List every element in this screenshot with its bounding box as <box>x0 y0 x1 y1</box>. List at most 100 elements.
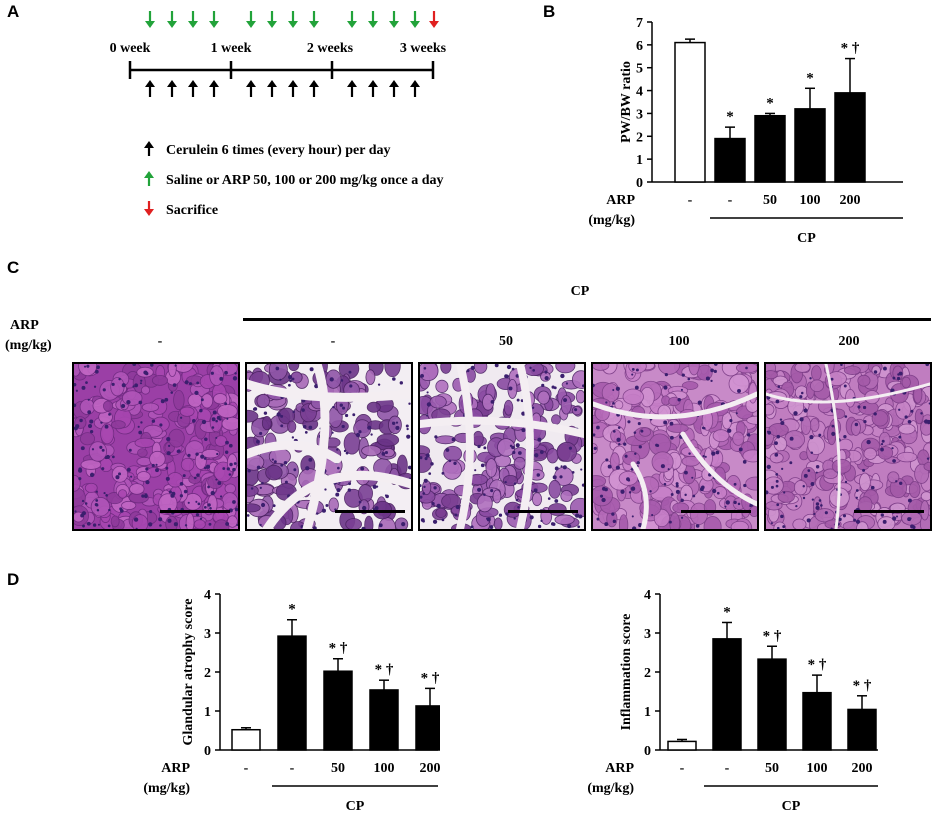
y-tick-label: 1 <box>644 705 651 720</box>
nucleus <box>680 388 684 391</box>
nucleus <box>433 486 437 490</box>
acinar-cell <box>140 385 151 395</box>
histology-image <box>245 362 413 531</box>
cerulein-arrow-icon <box>347 80 357 97</box>
x-tick-label: 50 <box>331 761 345 776</box>
bar <box>667 740 697 751</box>
nucleus <box>513 517 516 520</box>
nucleus <box>803 408 808 413</box>
nucleus <box>898 408 901 411</box>
nucleus <box>256 465 261 470</box>
acinar-cell <box>712 429 730 443</box>
nucleus <box>82 524 85 528</box>
acinar-cell <box>777 490 795 503</box>
acinar-cell <box>213 393 228 405</box>
nucleus <box>512 450 516 455</box>
nucleus <box>688 452 691 455</box>
nucleus <box>560 373 565 379</box>
acinar-cell <box>440 364 452 374</box>
nucleus <box>631 515 634 518</box>
acinar-cell <box>575 389 584 404</box>
nucleus <box>87 410 92 415</box>
acinar-cell <box>168 428 185 448</box>
week-label: 1 week <box>211 41 252 56</box>
nucleus <box>222 467 226 470</box>
nucleus <box>560 465 563 468</box>
nucleus <box>111 382 115 386</box>
nucleus <box>513 482 517 485</box>
nucleus <box>217 481 222 486</box>
acinar-cell <box>361 445 382 457</box>
nucleus <box>506 364 512 370</box>
nucleus <box>574 408 578 412</box>
nucleus <box>279 378 282 381</box>
nucleus <box>544 370 548 374</box>
interstitial-space <box>247 379 411 402</box>
nucleus <box>155 468 159 473</box>
nucleus <box>321 508 326 513</box>
nucleus <box>170 391 173 394</box>
nucleus <box>355 432 361 438</box>
arrow-head <box>188 80 198 87</box>
acinar-cell <box>556 441 577 462</box>
acinar-cell <box>668 396 681 406</box>
interstitial-space <box>824 364 841 529</box>
nucleus <box>137 425 140 428</box>
nucleus <box>910 409 914 413</box>
nucleus <box>907 419 912 424</box>
nucleus <box>862 405 867 410</box>
acinar-cell <box>217 404 238 419</box>
nucleus <box>141 494 145 498</box>
acinar-cell <box>365 369 376 385</box>
nucleus <box>504 480 507 484</box>
scale-bar <box>854 510 924 513</box>
nucleus <box>691 476 694 479</box>
nucleus <box>168 490 172 494</box>
interstitial-space <box>247 440 342 464</box>
tissue-texture <box>74 364 238 529</box>
nucleus <box>853 518 856 522</box>
nucleus <box>192 419 196 423</box>
cerulein-arrow-icon <box>188 80 198 97</box>
nucleus <box>101 467 105 471</box>
nucleus <box>515 443 520 448</box>
nucleus <box>838 517 842 522</box>
nucleus <box>669 435 674 440</box>
nucleus <box>518 451 522 455</box>
acinar-cell <box>560 490 573 502</box>
cerulein-arrow-icon <box>309 80 319 97</box>
arrow-head <box>429 21 439 28</box>
nucleus <box>516 398 520 402</box>
acinar-cell <box>472 430 484 447</box>
nucleus <box>367 425 372 430</box>
nucleus <box>332 405 335 409</box>
nucleus <box>348 482 352 486</box>
nucleus <box>716 491 720 495</box>
nucleus <box>529 366 532 370</box>
nucleus <box>85 381 88 384</box>
nucleus <box>211 417 216 422</box>
nucleus <box>844 480 848 484</box>
nucleus <box>701 426 705 430</box>
arrow-head <box>389 80 399 87</box>
nucleus <box>675 484 679 488</box>
acinar-cell <box>548 479 562 499</box>
nucleus <box>612 430 616 433</box>
acinar-cell <box>396 454 408 476</box>
nucleus <box>352 413 356 417</box>
nucleus <box>633 431 637 434</box>
nucleus <box>75 389 78 392</box>
arrow-head <box>188 21 198 28</box>
nucleus <box>224 402 228 406</box>
arrow-head <box>347 21 357 28</box>
nucleus <box>219 376 224 381</box>
nucleus <box>135 527 138 529</box>
bar <box>323 670 353 751</box>
mg-kg-label: (mg/kg) <box>587 781 634 796</box>
nucleus <box>126 467 131 472</box>
nucleus <box>226 467 230 471</box>
acinar-cell <box>256 393 270 409</box>
acinar-cell <box>531 492 543 507</box>
acinar-cell <box>110 515 120 528</box>
nucleus <box>434 435 438 439</box>
